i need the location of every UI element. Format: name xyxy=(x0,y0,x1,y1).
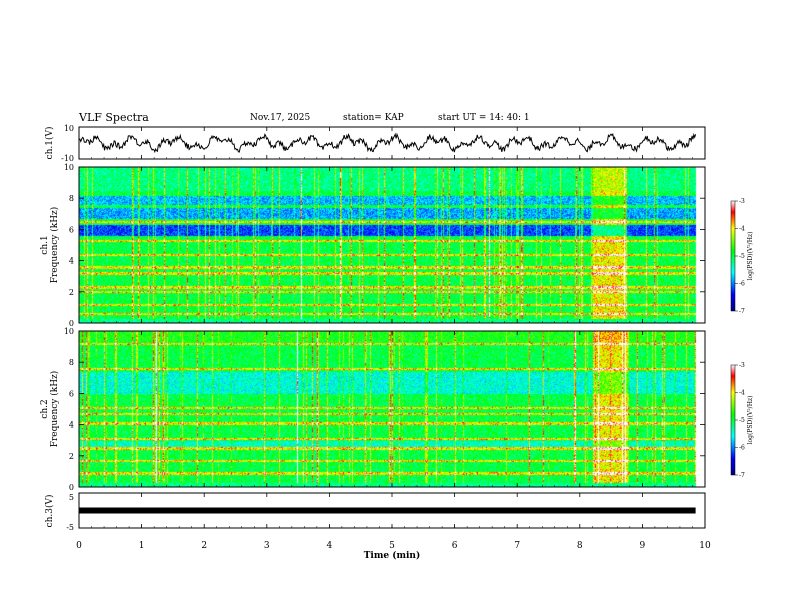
colorbar-tick-label: -4 xyxy=(739,226,745,233)
ch2-spec-ylabel-line1: ch.2 xyxy=(40,399,50,418)
x-tick-label: 8 xyxy=(577,541,583,551)
date-label: Nov.17, 2025 xyxy=(250,113,311,123)
ch1-spec-ylabel-line2: Frequency (kHz) xyxy=(49,207,60,284)
x-tick-label: 7 xyxy=(514,541,520,551)
ch2-spectrogram-image xyxy=(79,331,705,487)
y-tick-label: 4 xyxy=(69,257,74,266)
colorbar-tick-label: -7 xyxy=(739,308,745,315)
ch1-colorbar-label: log(PSD)(V²/Hz) xyxy=(747,232,754,281)
ch1-colorbar xyxy=(730,200,736,312)
x-tick-label: 10 xyxy=(699,541,711,551)
x-tick-label: 4 xyxy=(327,541,333,551)
ch1-ylabel: ch.1(V) xyxy=(44,127,55,160)
y-tick-label: 6 xyxy=(69,225,74,234)
start-time-label: start UT = 14: 40: 1 xyxy=(438,113,530,123)
time-axis: 0 1 2 3 4 5 6 7 8 9 10 xyxy=(76,127,711,551)
ch3-ylabel: ch.3(V) xyxy=(44,495,55,528)
y-tick-label: 4 xyxy=(69,421,74,430)
station-label: station= KAP xyxy=(343,113,404,123)
ch3-waveform-panel: 5 -5 ch.3(V) xyxy=(44,492,706,532)
colorbar-tick-label: -3 xyxy=(739,198,745,205)
y-tick-label: 6 xyxy=(69,389,74,398)
y-tick-label: 10 xyxy=(64,163,74,172)
x-tick-label: 5 xyxy=(389,541,395,551)
ch2-colorbar xyxy=(730,364,736,476)
ch3-ytick-bottom: -5 xyxy=(66,523,74,532)
x-tick-label: 1 xyxy=(139,541,145,551)
ch1-spectrogram-image xyxy=(79,167,705,323)
x-tick-label: 9 xyxy=(640,541,646,551)
colorbar-tick-label: -7 xyxy=(739,472,745,479)
ch1-spec-ylabel-line1: ch.1 xyxy=(40,235,50,254)
colorbar-tick-label: -6 xyxy=(739,445,745,452)
colorbar-tick-label: -5 xyxy=(739,253,745,260)
ch2-spec-ylabel-line2: Frequency (kHz) xyxy=(49,371,60,448)
y-tick-label: 0 xyxy=(69,319,74,328)
colorbar-tick-label: -4 xyxy=(739,390,745,397)
x-tick-label: 6 xyxy=(452,541,458,551)
y-tick-label: 0 xyxy=(69,483,74,492)
colorbar-tick-label: -6 xyxy=(739,281,745,288)
x-tick-label: 0 xyxy=(76,541,82,551)
ch1-trace xyxy=(78,132,697,154)
ch1-frame xyxy=(78,126,706,160)
ch3-trace xyxy=(79,507,696,514)
x-tick-label: 2 xyxy=(201,541,207,551)
ch1-waveform-panel: 10 -10 ch.1(V) xyxy=(44,124,706,163)
figure-title: VLF Spectra xyxy=(79,111,149,124)
y-tick-label: 8 xyxy=(69,194,74,203)
x-tick-label: 3 xyxy=(264,541,270,551)
y-tick-label: 10 xyxy=(64,327,74,336)
ch2-colorbar-label: log(PSD)(V²/Hz) xyxy=(747,396,754,445)
y-tick-label: 8 xyxy=(69,358,74,367)
y-tick-label: 2 xyxy=(69,288,74,297)
colorbar-tick-label: -3 xyxy=(739,362,745,369)
ch3-ytick-top: 5 xyxy=(69,493,74,502)
ch1-ytick-bottom: -10 xyxy=(61,154,74,163)
colorbar-tick-label: -5 xyxy=(739,417,745,424)
y-tick-label: 2 xyxy=(69,452,74,461)
x-axis-label: Time (min) xyxy=(364,550,421,561)
ch1-ytick-top: 10 xyxy=(64,124,74,133)
